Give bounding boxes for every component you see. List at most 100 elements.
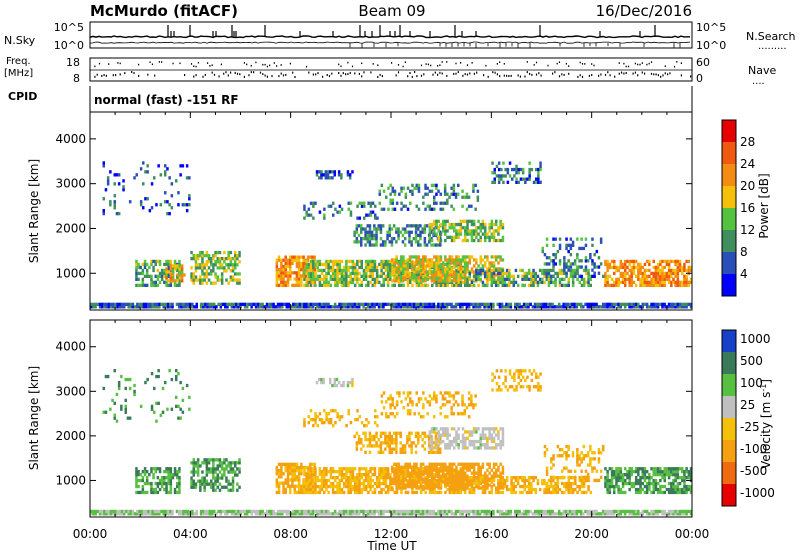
power-cell	[554, 277, 557, 281]
velocity-cell	[156, 484, 160, 489]
power-cell	[313, 274, 316, 278]
power-cell	[289, 268, 292, 272]
power-cell	[586, 305, 589, 309]
power-cell	[402, 267, 405, 271]
power-cell	[476, 195, 480, 199]
velocity-cell	[533, 512, 537, 516]
power-cell	[336, 274, 339, 278]
velocity-cell	[265, 509, 269, 514]
power-cell	[560, 283, 564, 287]
power-cell	[672, 277, 675, 281]
power-cell	[280, 261, 283, 266]
power-cell	[430, 273, 434, 277]
power-cell	[467, 302, 471, 306]
velocity-cell	[347, 509, 350, 514]
power-cell	[639, 271, 642, 276]
velocity-cell	[314, 476, 317, 480]
power-cell	[316, 277, 319, 281]
power-cell	[547, 283, 551, 287]
power-cell	[295, 264, 299, 269]
velocity-cell	[419, 483, 423, 487]
power-cell	[408, 302, 412, 306]
power-cell	[523, 271, 526, 276]
power-cell	[619, 265, 623, 270]
power-cell	[613, 283, 616, 287]
power-cell	[186, 302, 190, 306]
power-cell	[146, 170, 149, 174]
power-cell	[663, 302, 666, 306]
power-cell	[338, 271, 341, 276]
power-cell	[234, 266, 237, 270]
power-cell	[393, 189, 397, 193]
velocity-cell	[393, 480, 396, 484]
power-cell	[508, 161, 512, 165]
velocity-cell	[564, 512, 568, 516]
velocity-cell	[207, 470, 211, 474]
velocity-heatmap	[90, 369, 693, 516]
power-cell	[573, 262, 577, 266]
power-cell	[437, 235, 440, 239]
velocity-cell	[232, 509, 236, 514]
velocity-cell	[615, 509, 618, 514]
power-cell	[515, 180, 518, 184]
power-cell	[672, 280, 675, 284]
power-cell	[531, 305, 535, 309]
power-cell	[142, 305, 146, 309]
velocity-cell	[227, 479, 230, 483]
power-cell	[364, 277, 368, 281]
velocity-cell	[280, 469, 283, 473]
power-cell	[406, 305, 409, 309]
velocity-cell	[120, 509, 124, 514]
power-cell	[634, 283, 638, 287]
velocity-cell	[216, 467, 219, 471]
velocity-cell	[238, 467, 241, 471]
velocity-cell	[448, 462, 451, 466]
power-cell	[492, 238, 496, 243]
power-cell	[406, 273, 409, 277]
power-cell	[227, 254, 230, 258]
nave-dot	[690, 75, 692, 78]
velocity-cell	[173, 490, 177, 495]
power-cell	[667, 305, 671, 309]
power-cell	[342, 274, 346, 278]
velocity-cell	[309, 473, 313, 477]
power-cell	[138, 302, 141, 306]
power-cell	[461, 226, 465, 230]
power-cell	[604, 262, 607, 267]
velocity-cell	[413, 465, 416, 469]
velocity-cell	[415, 462, 418, 466]
velocity-cell	[199, 509, 203, 514]
power-cell	[461, 273, 465, 277]
power-cell	[435, 267, 438, 271]
power-cell	[587, 280, 590, 284]
power-cell	[490, 280, 493, 284]
velocity-cell	[210, 470, 213, 474]
velocity-cell	[238, 458, 241, 462]
power-cell	[309, 201, 313, 205]
velocity-cell	[171, 509, 174, 514]
power-cell	[434, 243, 438, 247]
power-cell	[397, 267, 401, 271]
velocity-cell	[404, 512, 407, 516]
power-cell	[366, 230, 369, 234]
velocity-cell	[402, 512, 405, 516]
velocity-cell	[588, 509, 592, 514]
power-cell	[619, 280, 623, 284]
power-cell	[628, 305, 631, 309]
velocity-cell	[459, 483, 463, 487]
power-cell	[207, 257, 211, 261]
velocity-cell	[307, 476, 311, 480]
power-cell	[338, 302, 341, 306]
power-cell	[379, 230, 383, 234]
velocity-cell	[450, 462, 454, 466]
velocity-cell	[406, 480, 409, 484]
velocity-cell	[464, 477, 467, 481]
power-cell	[435, 276, 438, 280]
power-cell	[297, 271, 301, 275]
power-cell	[490, 274, 493, 278]
power-cell	[685, 283, 688, 287]
power-cell	[470, 280, 474, 284]
power-cell	[426, 302, 429, 306]
power-cell	[167, 283, 170, 287]
power-cell	[391, 186, 394, 190]
